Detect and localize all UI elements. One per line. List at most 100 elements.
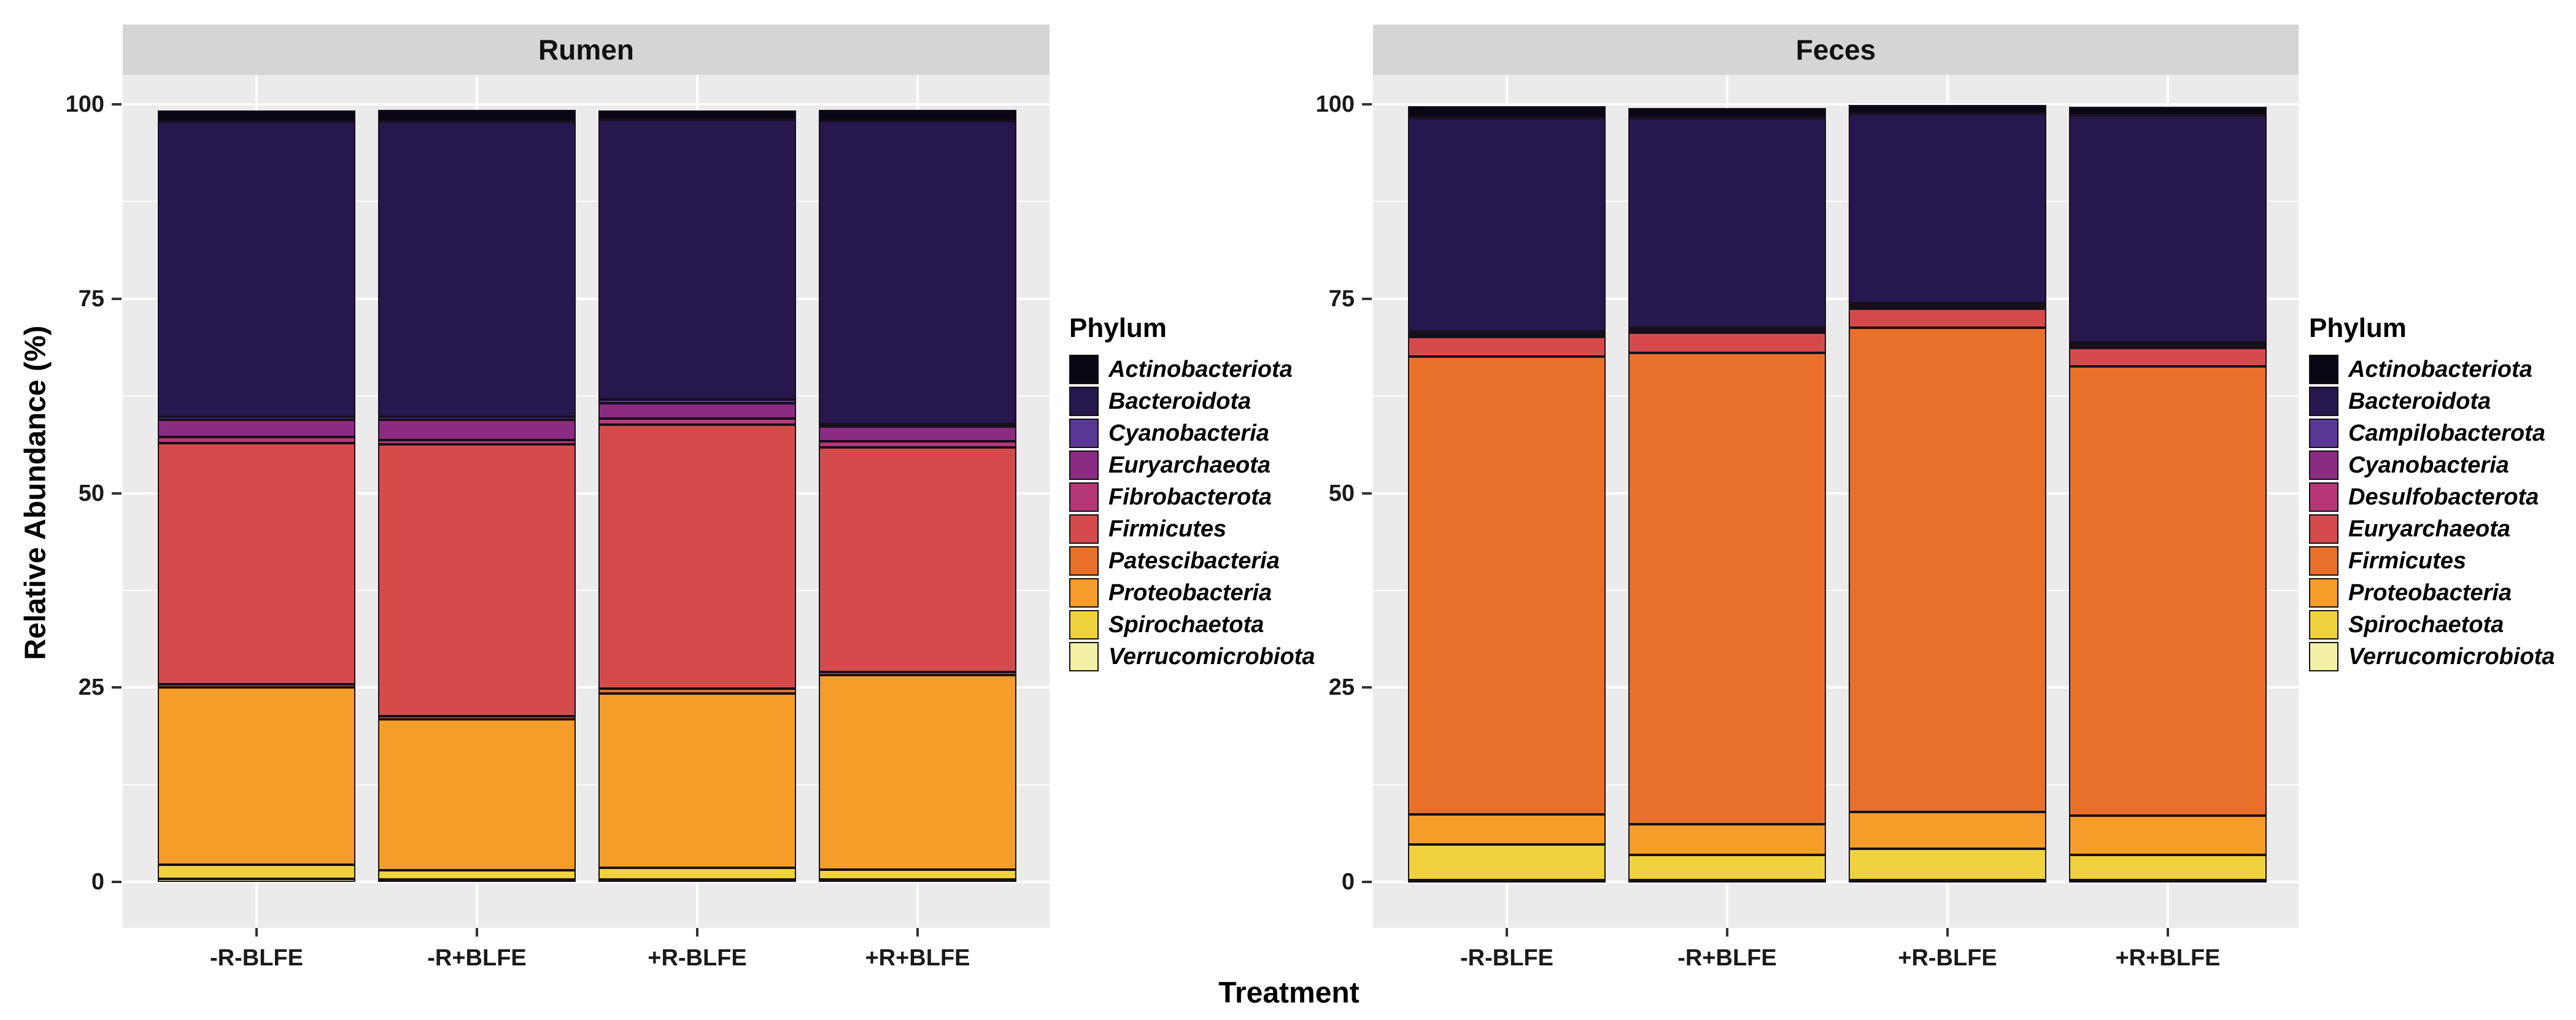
segment-bacteroidota (1628, 117, 1826, 328)
panel-title-rumen: Rumen (538, 34, 634, 66)
legend-swatch-euryarchaeota (1069, 450, 1099, 480)
legend-entry-spirochaetota: Spirochaetota (2309, 609, 2555, 641)
x-tick-label-+r+blfe: +R+BLFE (2115, 945, 2221, 971)
legend-swatch-bacteroidota (2309, 387, 2338, 416)
segment-fibrobacterota (158, 437, 355, 444)
legend-entry-euryarchaeota: Euryarchaeota (2309, 513, 2555, 545)
legend-entry-firmicutes: Firmicutes (2309, 545, 2555, 577)
segment-bacteroidota (378, 121, 576, 417)
legend-swatch-euryarchaeota (2309, 514, 2338, 544)
segment-bacteroidota (1408, 117, 1606, 331)
legend-entry-verrucomicrobiota: Verrucomicrobiota (2309, 641, 2555, 673)
segment-verrucomicrobiota (1628, 880, 1826, 883)
legend-swatch-verrucomicrobiota (1069, 642, 1099, 671)
segment-euryarchaeota (1849, 309, 2046, 328)
y-tick-label: 25 (1328, 674, 1355, 701)
legend-label-spirochaetota: Spirochaetota (1108, 611, 1264, 638)
legend-label-bacteroidota: Bacteroidota (2348, 388, 2491, 414)
legend-entry-proteobacteria: Proteobacteria (1069, 577, 1315, 609)
gridline-minor (123, 201, 1050, 203)
segment-actinobacteriota (819, 109, 1016, 121)
segment-spirochaetota (158, 865, 355, 879)
legend-label-patescibacteria: Patescibacteria (1108, 547, 1280, 574)
segment-patescibacteria (378, 716, 576, 720)
segment-verrucomicrobiota (1849, 880, 2046, 883)
legend-entry-patescibacteria: Patescibacteria (1069, 545, 1315, 577)
y-tick-mark (112, 686, 122, 689)
segment-spirochaetota (819, 869, 1016, 880)
segment-campilobacterota (1849, 303, 2046, 306)
legend-swatch-firmicutes (1069, 514, 1099, 544)
gridline-major (123, 686, 1050, 689)
legend-label-firmicutes: Firmicutes (2348, 547, 2467, 574)
segment-cyanobacteria (378, 417, 576, 420)
segment-bacteroidota (819, 120, 1016, 424)
segment-fibrobacterota (819, 441, 1016, 447)
legend-label-actinobacteriota: Actinobacteriota (2348, 356, 2532, 382)
y-tick-label: 50 (78, 480, 104, 506)
x-tick-label-+r-blfe: +R-BLFE (648, 945, 747, 971)
legend-swatch-spirochaetota (2309, 610, 2338, 639)
legend-swatch-firmicutes (2309, 546, 2338, 576)
segment-firmicutes (158, 443, 355, 685)
segment-actinobacteriota (1628, 108, 1826, 118)
gridline-minor (123, 784, 1050, 786)
x-tick-label--r-blfe: -R-BLFE (210, 945, 303, 971)
segment-actinobacteriota (378, 109, 576, 122)
segment-cyanobacteria (598, 400, 796, 403)
segment-proteobacteria (819, 674, 1016, 870)
legend-label-euryarchaeota: Euryarchaeota (2348, 516, 2511, 542)
legend-swatch-proteobacteria (1069, 578, 1099, 608)
legend-label-verrucomicrobiota: Verrucomicrobiota (1108, 643, 1315, 670)
segment-euryarchaeota (378, 420, 576, 441)
legend-entry-actinobacteriota: Actinobacteriota (2309, 354, 2555, 385)
gridline-minor (1373, 784, 2299, 786)
segment-fibrobacterota (598, 418, 796, 425)
legend-swatch-patescibacteria (1069, 546, 1099, 576)
segment-bacteroidota (2069, 115, 2267, 342)
legend-entries-feces: Actinobacteriota Bacteroidota Campilobacte… (2309, 354, 2555, 673)
segment-actinobacteriota (1408, 106, 1606, 118)
segment-firmicutes (1408, 356, 1606, 814)
legend-swatch-actinobacteriota (2309, 355, 2338, 384)
legend-label-fibrobacterota: Fibrobacterota (1108, 484, 1272, 510)
legend-swatch-verrucomicrobiota (2309, 642, 2338, 671)
segment-verrucomicrobiota (2069, 880, 2267, 883)
segment-euryarchaeota (158, 420, 355, 438)
x-tick-label-+r+blfe: +R+BLFE (865, 945, 970, 971)
legend-label-spirochaetota: Spirochaetota (2348, 611, 2504, 638)
y-tick-mark (112, 881, 122, 883)
legend-entry-cyanobacteria: Cyanobacteria (1069, 417, 1315, 449)
y-tick-label: 0 (1341, 869, 1355, 895)
legend-entry-spirochaetota: Spirochaetota (1069, 609, 1315, 641)
x-tick-mark (1726, 928, 1728, 937)
y-tick-mark (1362, 492, 1372, 495)
legend-label-euryarchaeota: Euryarchaeota (1108, 452, 1271, 478)
legend-label-bacteroidota: Bacteroidota (1108, 388, 1251, 414)
gridline-major (1373, 103, 2299, 106)
panel-title-feces: Feces (1795, 34, 1876, 66)
legend-entry-fibrobacterota: Fibrobacterota (1069, 481, 1315, 513)
segment-verrucomicrobiota (158, 878, 355, 882)
legend-entry-firmicutes: Firmicutes (1069, 513, 1315, 545)
legend-label-desulfobacterota: Desulfobacterota (2348, 484, 2539, 510)
gridline-minor (1373, 201, 2299, 203)
legend-label-proteobacteria: Proteobacteria (1108, 579, 1272, 606)
segment-spirochaetota (1628, 854, 1826, 881)
segment-actinobacteriota (1849, 105, 2046, 114)
legend-label-firmicutes: Firmicutes (1108, 516, 1227, 542)
legend-swatch-cyanobacteria (1069, 419, 1099, 448)
legend-swatch-campilobacterota (2309, 419, 2338, 448)
segment-proteobacteria (1408, 814, 1606, 845)
segment-fibrobacterota (378, 440, 576, 444)
gridline-minor (1373, 589, 2299, 591)
segment-firmicutes (1849, 327, 2046, 812)
segment-spirochaetota (598, 868, 796, 880)
legend-entry-bacteroidota: Bacteroidota (2309, 385, 2555, 417)
segment-proteobacteria (158, 687, 355, 865)
segment-campilobacterota (1628, 327, 1826, 330)
gridline-major (1373, 297, 2299, 300)
segment-actinobacteriota (158, 110, 355, 122)
segment-euryarchaeota (819, 426, 1016, 441)
